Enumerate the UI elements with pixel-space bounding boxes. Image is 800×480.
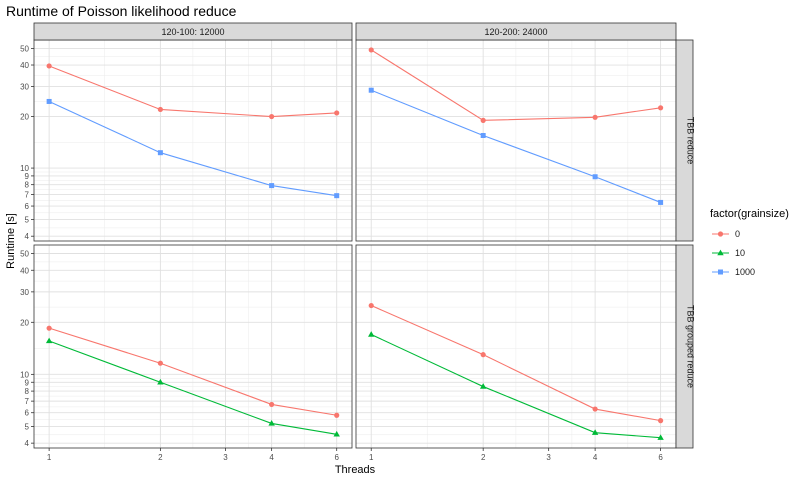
series-line <box>48 327 337 416</box>
y-tick-label: 4 <box>25 439 30 448</box>
y-tick-label: 7 <box>25 191 30 200</box>
x-tick-label: 2 <box>481 453 486 462</box>
y-tick-label: 6 <box>25 409 30 418</box>
data-point <box>368 87 374 93</box>
data-point <box>269 183 275 189</box>
y-tick-label: 30 <box>20 82 29 91</box>
x-tick-label: 3 <box>223 453 228 462</box>
data-point <box>157 106 163 113</box>
y-tick-label: 7 <box>25 397 30 406</box>
data-point <box>592 406 598 412</box>
data-point <box>334 110 340 116</box>
x-tick-label: 2 <box>158 453 163 462</box>
series-line <box>370 49 661 121</box>
data-point <box>46 98 52 104</box>
data-point <box>157 378 164 385</box>
legend-key-marker <box>717 231 724 237</box>
series-line <box>371 305 661 422</box>
x-axis-label: Threads <box>335 464 376 476</box>
y-axis-label: Runtime [s] <box>5 213 17 269</box>
y-tick-label: 50 <box>20 250 29 259</box>
legend-label: 10 <box>735 248 745 258</box>
x-tick-label: 4 <box>269 453 274 462</box>
data-point <box>658 418 664 424</box>
data-point <box>269 113 275 120</box>
y-tick-label: 8 <box>25 387 30 396</box>
y-tick-label: 30 <box>20 288 29 297</box>
y-tick-label: 20 <box>20 318 29 327</box>
data-point <box>657 434 664 440</box>
data-point <box>368 331 375 337</box>
series-line <box>48 100 337 197</box>
data-point <box>479 383 487 389</box>
y-tick-label: 8 <box>25 181 30 190</box>
chart-title: Runtime of Poisson likelihood reduce <box>6 3 237 19</box>
data-point <box>334 412 340 418</box>
legend-key-marker <box>718 269 723 275</box>
data-point <box>480 352 486 358</box>
data-point <box>46 63 52 69</box>
series-line <box>370 334 661 439</box>
data-point <box>480 132 486 138</box>
facet-strip-label: TBB grouped reduce <box>686 305 696 388</box>
x-tick-label: 3 <box>546 453 551 462</box>
data-point <box>592 114 598 120</box>
legend-key-marker <box>717 249 724 256</box>
facet-strip-row <box>675 39 694 242</box>
y-tick-label: 9 <box>25 172 30 181</box>
y-tick-label: 5 <box>25 422 30 431</box>
facet-strip-column <box>33 22 353 41</box>
facet-strip-row <box>675 244 694 449</box>
y-tick-label: 40 <box>20 61 29 70</box>
data-point <box>658 199 664 205</box>
facet-strip-column <box>355 22 677 41</box>
x-tick-label: 1 <box>369 453 374 462</box>
data-point <box>157 360 163 366</box>
y-tick-label: 50 <box>20 44 29 53</box>
series-line <box>48 340 337 435</box>
facet-strip-label: 120-100: 12000 <box>161 27 224 37</box>
data-point <box>591 429 599 435</box>
x-tick-label: 6 <box>658 453 663 462</box>
data-point <box>368 47 374 53</box>
data-point <box>658 105 664 111</box>
y-tick-label: 10 <box>20 164 29 173</box>
data-point <box>45 337 53 344</box>
data-point <box>480 117 486 123</box>
legend-title: factor(grainsize) <box>710 208 789 220</box>
y-tick-label: 4 <box>25 232 30 241</box>
plot-layer: 120-100: 12000 120-200: 24000 TBB reduce TB… <box>20 22 696 462</box>
legend-label: 0 <box>735 229 740 239</box>
series-line <box>371 89 661 203</box>
data-point <box>269 401 275 408</box>
data-point <box>334 193 340 199</box>
data-point <box>592 174 598 180</box>
legend: factor(grainsize) 0 10 1000 <box>710 208 789 277</box>
facet-strip-label: TBB reduce <box>686 117 696 165</box>
y-tick-label: 5 <box>25 216 30 225</box>
facet-strip-label: 120-200: 24000 <box>484 27 547 37</box>
x-tick-label: 6 <box>334 453 339 462</box>
y-tick-label: 6 <box>25 202 30 211</box>
legend-label: 1000 <box>735 267 755 277</box>
data-point <box>46 325 52 331</box>
x-tick-label: 1 <box>47 453 52 462</box>
y-tick-label: 10 <box>20 370 29 379</box>
series-line <box>48 65 337 118</box>
y-tick-label: 20 <box>20 113 29 122</box>
y-tick-label: 40 <box>20 266 29 275</box>
y-tick-label: 9 <box>25 378 30 387</box>
data-point <box>157 150 163 156</box>
data-point <box>268 420 275 426</box>
data-point <box>333 430 340 437</box>
data-point <box>368 302 374 309</box>
panel-border <box>33 244 353 449</box>
x-tick-label: 4 <box>593 453 598 462</box>
